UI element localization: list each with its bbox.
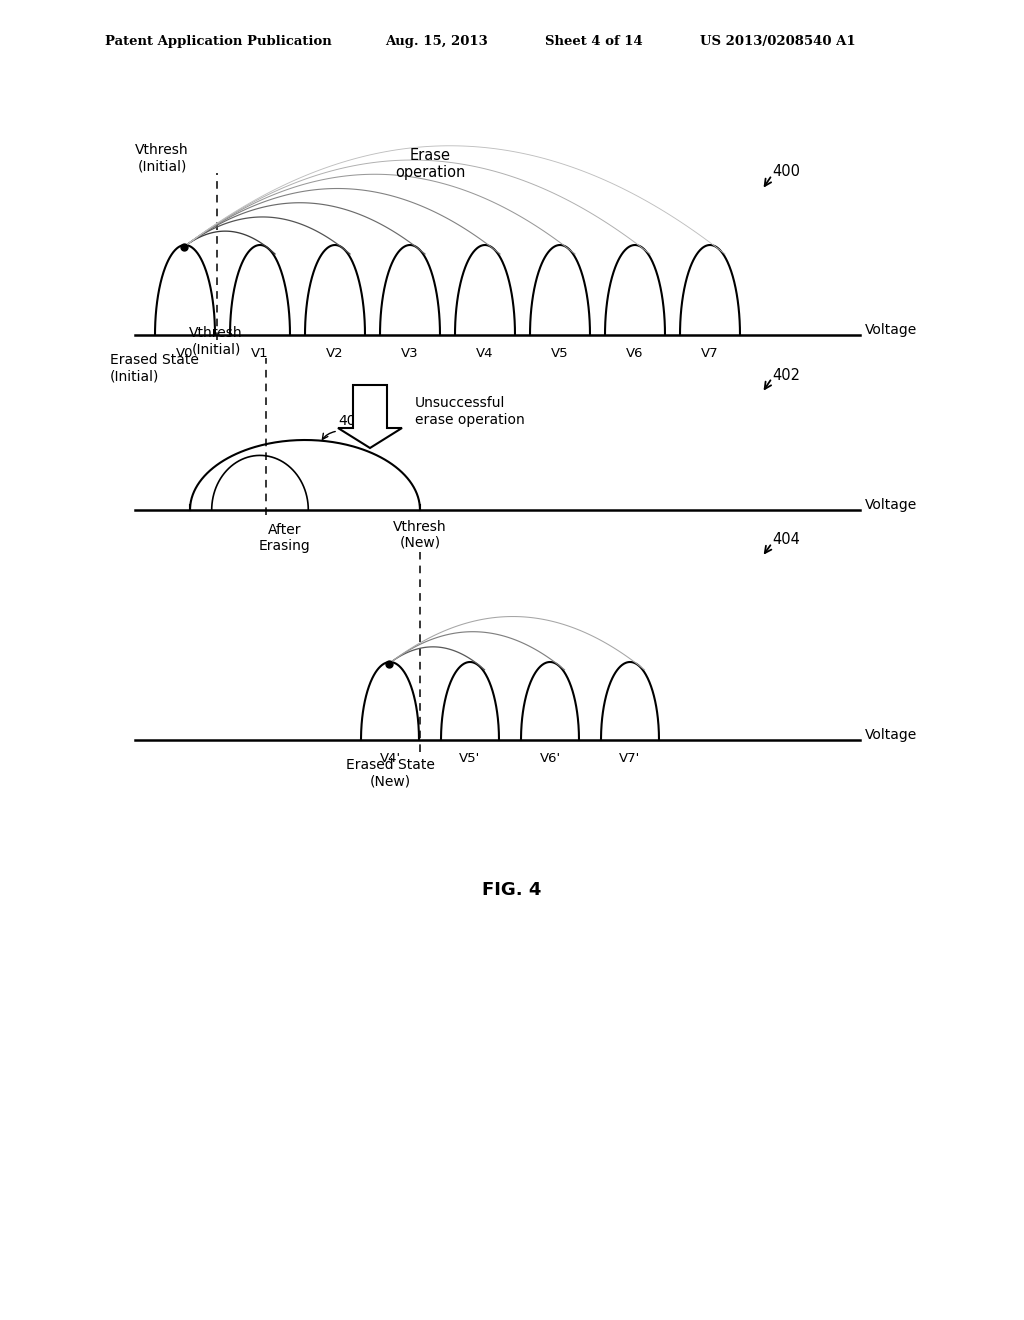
Text: V5: V5: [551, 347, 568, 360]
Text: V7': V7': [620, 752, 641, 766]
Text: V6': V6': [540, 752, 560, 766]
Text: Patent Application Publication: Patent Application Publication: [105, 36, 332, 48]
Text: Vthresh
(New): Vthresh (New): [393, 520, 446, 550]
Text: Voltage: Voltage: [865, 323, 918, 337]
Text: Sheet 4 of 14: Sheet 4 of 14: [545, 36, 643, 48]
Text: FIG. 4: FIG. 4: [482, 880, 542, 899]
Text: Erased State
(New): Erased State (New): [345, 758, 434, 788]
Text: 400: 400: [772, 165, 800, 180]
Text: 404: 404: [772, 532, 800, 548]
Text: Aug. 15, 2013: Aug. 15, 2013: [385, 36, 487, 48]
Text: V0: V0: [176, 347, 194, 360]
Text: Erase
operation: Erase operation: [395, 148, 465, 180]
Text: V1: V1: [251, 347, 269, 360]
Text: Erased State
(Initial): Erased State (Initial): [110, 352, 199, 383]
Text: V3: V3: [401, 347, 419, 360]
Text: Voltage: Voltage: [865, 729, 918, 742]
Text: Vthresh
(Initial): Vthresh (Initial): [135, 143, 188, 173]
Text: V4: V4: [476, 347, 494, 360]
Text: Voltage: Voltage: [865, 498, 918, 512]
Text: V4': V4': [380, 752, 400, 766]
Text: Vthresh
(Initial): Vthresh (Initial): [189, 326, 243, 356]
Text: US 2013/0208540 A1: US 2013/0208540 A1: [700, 36, 856, 48]
Text: V6: V6: [627, 347, 644, 360]
Text: V2: V2: [327, 347, 344, 360]
Polygon shape: [338, 385, 402, 447]
Text: 403: 403: [338, 414, 365, 428]
Text: V7: V7: [701, 347, 719, 360]
Text: V5': V5': [460, 752, 480, 766]
Text: Unsuccessful
erase operation: Unsuccessful erase operation: [415, 396, 524, 426]
Text: After
Erasing: After Erasing: [259, 523, 311, 553]
Text: 402: 402: [772, 367, 800, 383]
